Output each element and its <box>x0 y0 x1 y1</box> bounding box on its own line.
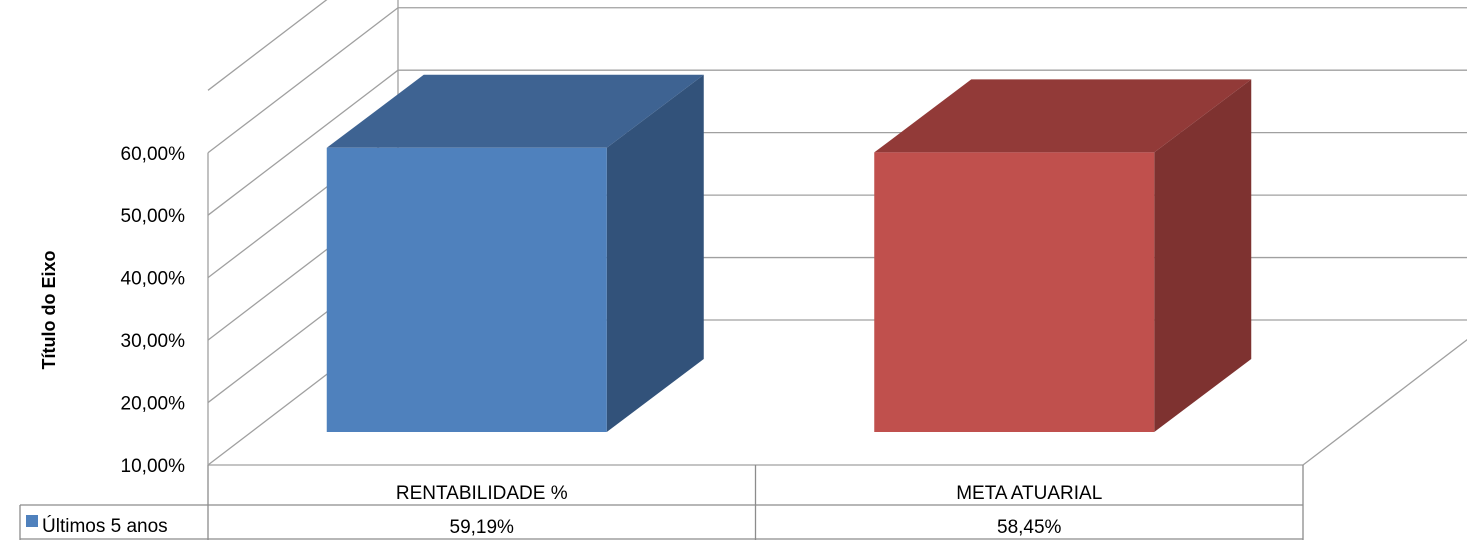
bar-side-face <box>606 74 704 433</box>
bar-front-face <box>326 147 607 432</box>
table-category-label: META ATUARIAL <box>956 483 1102 504</box>
y-tick-label: 20,00% <box>121 394 186 415</box>
bar-top-face <box>874 79 1252 153</box>
y-tick-label: 50,00% <box>121 206 186 227</box>
table-value-label: 59,19% <box>450 517 515 538</box>
legend-series-name: Últimos 5 anos <box>42 515 168 537</box>
bars <box>326 74 1252 433</box>
table-category-label: RENTABILIDADE % <box>396 483 568 504</box>
bar-1 <box>326 74 704 433</box>
y-tick-label: 10,00% <box>121 456 186 477</box>
bar-top-face <box>326 74 704 148</box>
legend-swatch <box>26 515 38 527</box>
y-tick-labels: 10,00% 20,00% 30,00% 40,00% 50,00% 60,00% <box>121 144 186 477</box>
table-value-label: 58,45% <box>997 517 1062 538</box>
floor-right-edge <box>1302 339 1467 466</box>
bar-side-face <box>1154 79 1252 432</box>
y-tick-label: 40,00% <box>121 269 186 290</box>
bar-2 <box>874 79 1252 432</box>
y-axis-title: Título do Eixo <box>39 251 59 370</box>
gridline-side <box>207 0 328 91</box>
y-tick-label: 30,00% <box>121 331 186 352</box>
gridline-side <box>207 69 399 216</box>
y-tick-label: 60,00% <box>121 144 186 165</box>
bar-front-face <box>874 152 1155 432</box>
data-table: RENTABILIDADE % 59,19% META ATUARIAL 58,45%… <box>19 465 1304 540</box>
gridline-side <box>207 7 399 154</box>
